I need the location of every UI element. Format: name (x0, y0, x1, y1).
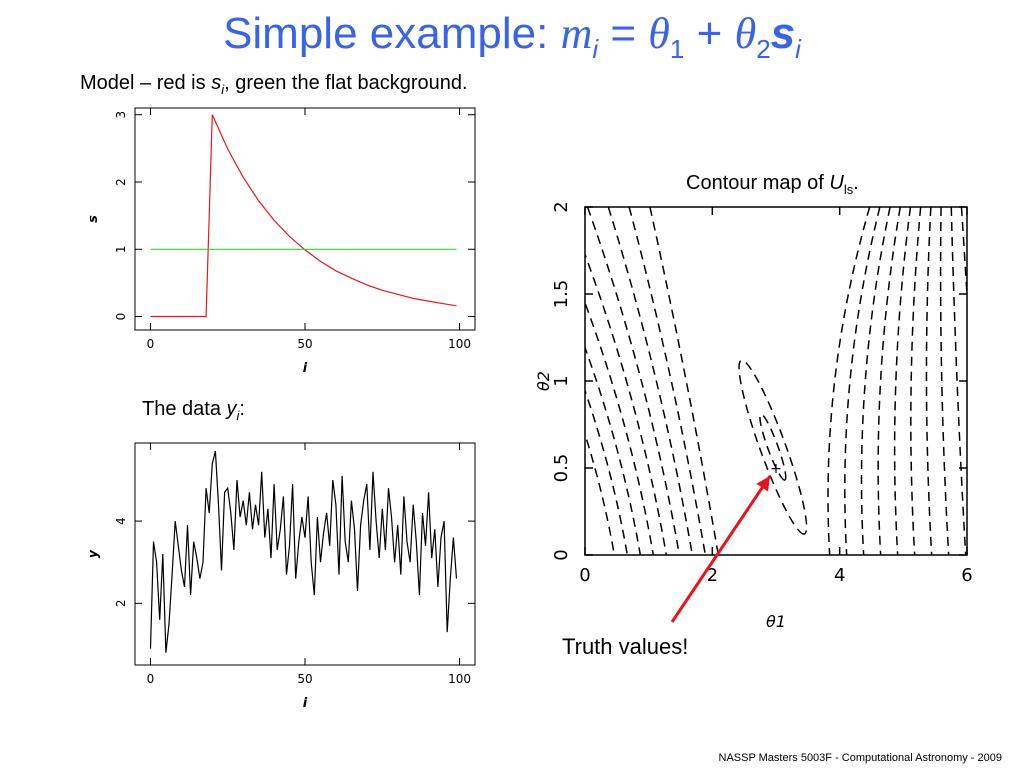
x-tick-label: 0 (579, 565, 590, 586)
contour-left-2 (607, 207, 694, 555)
model-caption: Model – red is si, green the flat backgr… (80, 72, 468, 97)
y-tick-label: 3 (114, 111, 128, 119)
contour-1 (738, 359, 808, 535)
contour-right-0 (827, 207, 871, 555)
slide-footer: NASSP Masters 5003F - Computational Astr… (718, 752, 1003, 764)
x-tick-label: 0 (147, 337, 155, 351)
contour-left-4 (585, 252, 668, 555)
y-tick-label: 1 (551, 375, 572, 386)
x-axis-label: i (303, 696, 308, 711)
model-chart: 0 50 100 0 1 2 3 i s (90, 107, 476, 376)
plot-frame (134, 107, 476, 331)
contour-right-1 (844, 207, 881, 555)
x-tick-label: 100 (448, 672, 471, 686)
contour-right-4 (893, 207, 912, 555)
truth-values-label: Truth values! (562, 634, 689, 659)
y-tick-label: 2 (114, 600, 128, 608)
x-tick-label: 100 (448, 337, 471, 351)
contour-right-8 (950, 207, 967, 555)
contour-right-11 (982, 207, 985, 555)
contour-right-9 (960, 207, 967, 307)
x-tick-label: 50 (297, 337, 312, 351)
slide-title: Simple example: mi = θ1 + θ2si (223, 9, 801, 64)
x-axis-label: θ1 (766, 612, 786, 631)
x-tick-label: 4 (834, 565, 845, 586)
contour-left-0 (649, 207, 720, 555)
y-tick-label: 2 (551, 201, 572, 212)
x-tick-label: 0 (147, 672, 155, 686)
contour-right-3 (877, 207, 902, 555)
contour-right-6 (925, 207, 933, 555)
data-chart: 0 50 100 2 4 i y (90, 442, 476, 711)
contour-right-7 (939, 207, 950, 555)
contour-left-6 (585, 345, 642, 555)
data-caption: The data yi: (142, 398, 245, 423)
y-tick-label: 4 (114, 517, 128, 525)
series-line-0 (150, 114, 457, 318)
y-tick-label: 2 (114, 178, 128, 186)
contour-left-3 (586, 207, 681, 555)
contour-left-7 (585, 388, 629, 555)
contour-right-10 (972, 207, 985, 555)
y-tick-label: 1 (114, 245, 128, 253)
contour-lines (585, 207, 985, 555)
y-tick-label: 0 (114, 313, 128, 321)
y-tick-label: 1.5 (551, 280, 572, 309)
y-axis-label: s (90, 215, 101, 223)
x-axis-label: i (303, 361, 308, 376)
truth-marker: + (770, 461, 782, 477)
y-tick-label: 0 (551, 549, 572, 560)
x-tick-label: 2 (707, 565, 718, 586)
contour-left-5 (585, 300, 655, 555)
contour-caption: Contour map of Uls. (686, 172, 859, 197)
contour-chart: 0 2 4 6 0 0.5 1 1.5 2 θ1 θ2 + (535, 201, 985, 631)
series-line-0 (149, 451, 458, 653)
contour-right-5 (910, 207, 922, 555)
y-axis-label: y (90, 549, 101, 558)
x-tick-label: 6 (961, 565, 972, 586)
y-axis-label: θ2 (535, 371, 553, 391)
contour-right-2 (860, 207, 891, 555)
x-tick-label: 50 (297, 672, 312, 686)
y-tick-label: 0.5 (551, 454, 572, 483)
contour-left-1 (628, 207, 707, 555)
